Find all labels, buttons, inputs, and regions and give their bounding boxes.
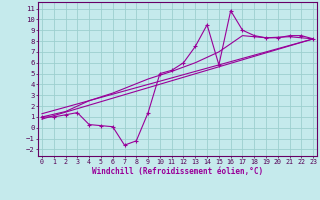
- X-axis label: Windchill (Refroidissement éolien,°C): Windchill (Refroidissement éolien,°C): [92, 167, 263, 176]
